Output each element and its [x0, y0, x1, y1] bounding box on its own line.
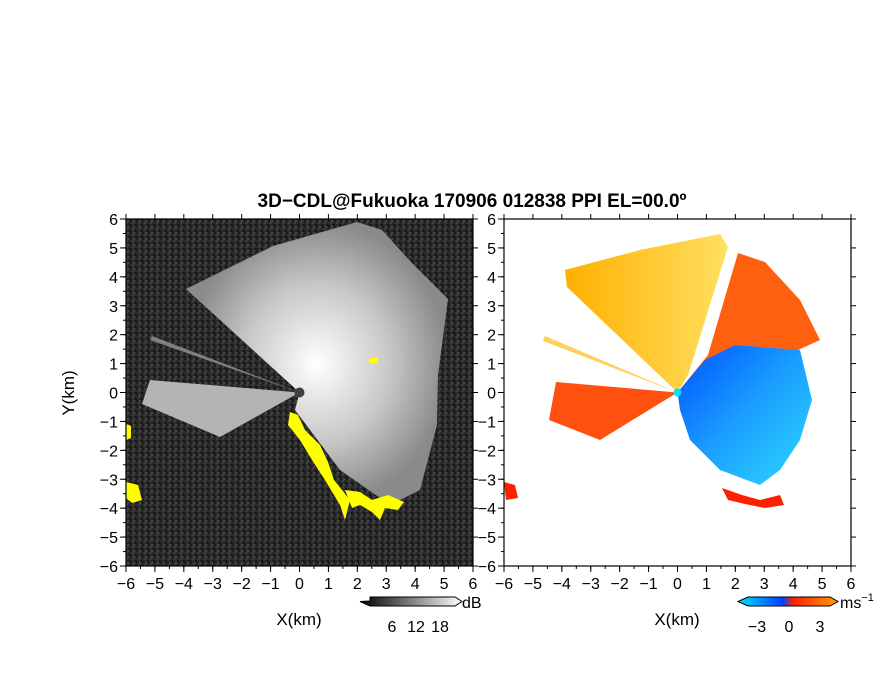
colorbar-db-ramp — [359, 596, 463, 607]
yellow-patch-2 — [345, 490, 404, 520]
colorbar-velocity-ramp — [736, 596, 840, 607]
xtick-label: 4 — [789, 576, 798, 593]
echo-sector-main — [186, 222, 448, 505]
colorbar-velocity: ms−1 −3 0 3 — [736, 592, 874, 636]
colorbar-db-tick-2: 18 — [431, 619, 449, 636]
ytick-label: −6 — [100, 559, 118, 576]
xtick-label: 2 — [353, 576, 362, 593]
ytick-label: −2 — [100, 443, 118, 460]
echo-streak — [150, 336, 300, 393]
ytick-label: 6 — [109, 212, 118, 229]
left-ylabel: Y(km) — [59, 370, 78, 415]
xtick-label: 5 — [440, 576, 449, 593]
ytick-label: 5 — [109, 241, 118, 258]
echo-sector-west — [142, 380, 300, 437]
ytick-label: −2 — [478, 443, 496, 460]
ytick-label: 2 — [109, 328, 118, 345]
left-xlabel: X(km) — [276, 610, 321, 629]
xtick-label: −2 — [611, 576, 629, 593]
velocity-positive-north — [565, 234, 728, 393]
ytick-label: −1 — [100, 414, 118, 431]
ytick-label: 0 — [487, 386, 496, 403]
xtick-label: 1 — [324, 576, 333, 593]
xtick-label: 0 — [295, 576, 304, 593]
ytick-label: −6 — [478, 559, 496, 576]
ytick-label: 4 — [487, 270, 496, 287]
xtick-label: 3 — [382, 576, 391, 593]
colorbar-db-tick-1: 12 — [407, 619, 425, 636]
velocity-center — [673, 388, 682, 397]
xtick-label: −5 — [524, 576, 542, 593]
ytick-label: −3 — [478, 472, 496, 489]
left-panel-image — [126, 219, 473, 566]
xtick-label: −3 — [204, 576, 222, 593]
xtick-label: 5 — [818, 576, 827, 593]
colorbar-velocity-tick-0: −3 — [748, 619, 766, 636]
ytick-label: −5 — [478, 530, 496, 547]
xtick-label: −4 — [175, 576, 193, 593]
xtick-label: −4 — [553, 576, 571, 593]
xtick-label: 4 — [411, 576, 420, 593]
xtick-label: 6 — [469, 576, 478, 593]
ytick-label: 4 — [109, 270, 118, 287]
xtick-label: −6 — [117, 576, 135, 593]
ytick-label: 3 — [109, 299, 118, 316]
xtick-label: −1 — [261, 576, 279, 593]
ytick-label: 0 — [109, 386, 118, 403]
xtick-label: −5 — [146, 576, 164, 593]
right-xlabel: X(km) — [654, 610, 699, 629]
velocity-red-west — [504, 482, 518, 500]
xtick-label: 1 — [702, 576, 711, 593]
chart-title: 3D−CDL@Fukuoka 170906 012838 PPI EL=00.0… — [258, 191, 687, 212]
xtick-label: −6 — [495, 576, 513, 593]
xtick-label: −1 — [639, 576, 657, 593]
xtick-label: 2 — [731, 576, 740, 593]
colorbar-db: dB 6 12 18 — [359, 595, 482, 636]
ytick-label: −5 — [100, 530, 118, 547]
xtick-label: 6 — [847, 576, 856, 593]
axes-layer: −6 −5 −4 −3 −2 −1 0 1 2 3 4 5 6−6−5−4−3−2−10123456−6… — [100, 212, 856, 593]
ytick-label: 6 — [487, 212, 496, 229]
right-panel-image — [504, 234, 820, 508]
ytick-label: −4 — [478, 501, 496, 518]
xtick-label: −3 — [582, 576, 600, 593]
ytick-label: −1 — [478, 414, 496, 431]
colorbar-velocity-tick-2: 3 — [816, 619, 825, 636]
ytick-label: 5 — [487, 241, 496, 258]
velocity-streak — [543, 336, 678, 393]
colorbar-db-unit: dB — [462, 595, 482, 612]
yellow-patch-3 — [126, 482, 142, 503]
yellow-patch-1 — [288, 412, 350, 520]
ytick-label: 2 — [487, 328, 496, 345]
ytick-label: 1 — [109, 357, 118, 374]
ytick-label: 1 — [487, 357, 496, 374]
colorbar-velocity-tick-1: 0 — [785, 619, 794, 636]
colorbar-db-tick-0: 6 — [388, 619, 397, 636]
xtick-label: 0 — [673, 576, 682, 593]
radar-center — [294, 387, 305, 398]
xtick-label: 3 — [760, 576, 769, 593]
ytick-label: 3 — [487, 299, 496, 316]
velocity-red-edge — [722, 488, 784, 508]
ytick-label: −3 — [100, 472, 118, 489]
ytick-label: −4 — [100, 501, 118, 518]
xtick-label: −2 — [233, 576, 251, 593]
yellow-patch-5 — [370, 358, 378, 363]
velocity-west — [549, 382, 678, 440]
yellow-patch-4 — [126, 424, 131, 440]
colorbar-velocity-unit: ms−1 — [840, 592, 874, 612]
velocity-negative — [677, 345, 812, 485]
